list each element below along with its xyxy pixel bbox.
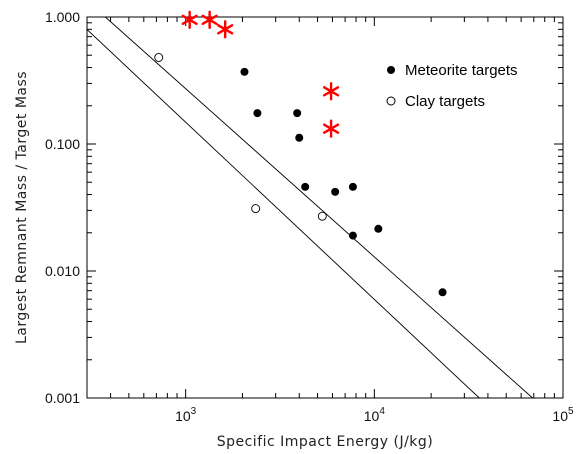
asterisk-point	[181, 10, 198, 30]
y-axis: 0.001 0.010 0.100 1.000	[45, 9, 563, 406]
y-tick-label: 0.100	[45, 136, 80, 152]
asterisk-point	[322, 119, 340, 138]
legend: Meteorite targets Clay targets	[386, 62, 518, 110]
fit-lines	[87, 17, 533, 398]
x-axis: 103 104 105	[86, 17, 574, 424]
x-axis-label: Specific Impact Energy (J/kg)	[217, 434, 434, 450]
data-markers	[154, 10, 447, 297]
x-tick-label: 104	[364, 406, 386, 424]
meteorite-point	[240, 67, 249, 76]
fit-line-2	[87, 28, 480, 398]
asterisk-point	[201, 10, 218, 30]
y-axis-label: Largest Remnant Mass / Target Mass	[14, 71, 30, 344]
meteorite-point	[374, 224, 383, 233]
meteorite-point	[293, 109, 302, 118]
asterisk-point	[217, 20, 234, 39]
asterisk-stroke	[181, 14, 198, 26]
meteorite-point	[253, 109, 262, 118]
clay-point	[154, 53, 164, 62]
y-tick-label: 0.001	[45, 390, 80, 406]
clay-point	[251, 204, 261, 214]
y-tick-label: 0.010	[45, 263, 80, 279]
meteorite-point	[348, 182, 357, 191]
fit-line-1	[104, 17, 533, 398]
meteorite-point	[301, 182, 310, 191]
y-tick-label: 1.000	[45, 9, 80, 25]
meteorite-point	[295, 133, 304, 142]
asterisk-stroke	[217, 24, 234, 35]
asterisk-stroke	[201, 14, 218, 26]
x-tick-label: 105	[552, 406, 574, 424]
asterisk-point	[322, 82, 340, 101]
meteorite-point	[438, 288, 447, 297]
meteorite-point	[331, 187, 340, 196]
asterisk-stroke	[322, 86, 340, 97]
plot-frame	[86, 16, 564, 399]
asterisk-stroke	[322, 123, 340, 134]
x-tick-label: 103	[175, 406, 197, 424]
meteorite-point	[348, 231, 357, 240]
legend-clay-marker	[386, 96, 396, 106]
legend-meteorite-label: Meteorite targets	[405, 62, 518, 79]
clay-point	[317, 211, 327, 221]
legend-meteorite-marker	[387, 66, 395, 74]
legend-clay-label: Clay targets	[405, 93, 485, 110]
